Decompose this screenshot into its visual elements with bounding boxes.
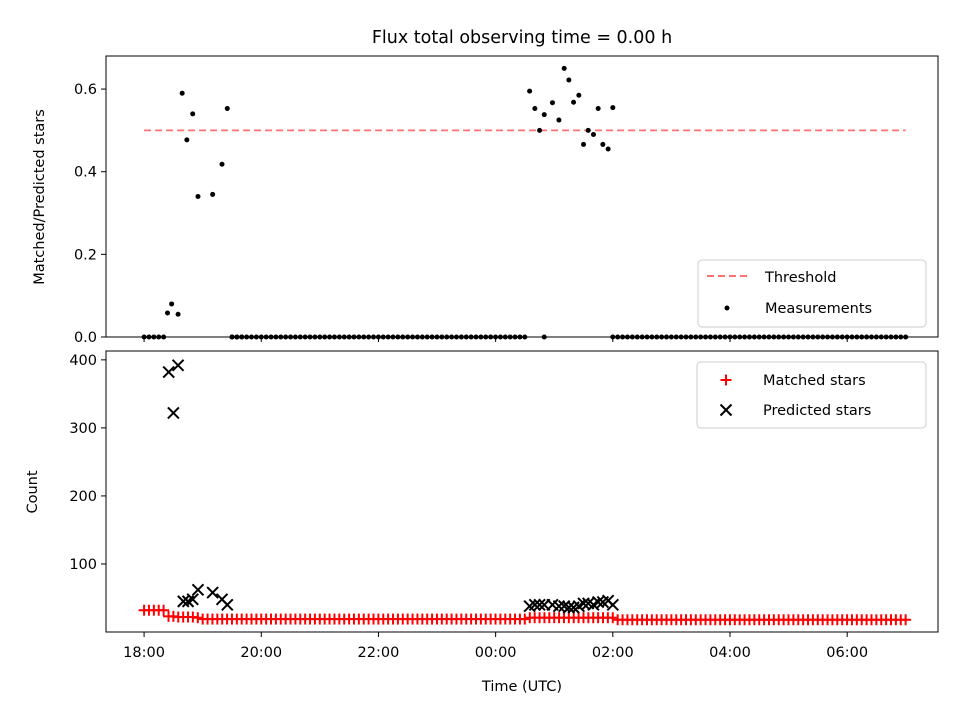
measurement-point — [576, 92, 582, 98]
measurement-point — [224, 105, 230, 111]
bottom-panel-ticks: 100 200 300 400 18:00 20:00 22:00 00:00 02:00 04:… — [69, 353, 868, 661]
legend-bottom: Matched stars Predicted stars — [696, 361, 927, 429]
predicted-star-marker — [552, 599, 566, 613]
measurement-point — [169, 301, 175, 307]
legend-matched-label: Matched stars — [763, 373, 866, 389]
measurement-point — [210, 191, 216, 197]
predicted-star-marker — [221, 598, 234, 611]
x-tick-label: 02:00 — [592, 645, 634, 661]
predicted-star-marker — [562, 601, 576, 614]
measurement-point — [600, 141, 606, 147]
bottom-panel: 100 200 300 400 18:00 20:00 22:00 00:00 02:00 04:… — [25, 350, 939, 695]
predicted-star-marker — [162, 365, 175, 379]
legend-predicted-swatch — [719, 403, 733, 417]
measurement-point — [585, 127, 591, 133]
measurement-point — [165, 310, 171, 316]
measurement-point — [190, 111, 196, 117]
bottom-y-tick-label: 200 — [69, 489, 97, 505]
measurement-point — [595, 105, 601, 111]
x-tick-label: 06:00 — [826, 645, 868, 661]
legend-predicted-label: Predicted stars — [763, 403, 871, 419]
measurement-point — [561, 65, 567, 71]
top-y-tick-label: 0.2 — [74, 247, 97, 263]
predicted-star-marker — [206, 586, 219, 599]
predicted-star-marker — [177, 595, 190, 608]
predicted-star-marker — [171, 359, 185, 372]
top-panel: 0.0 0.2 0.4 0.6 Matched/Predicted stars Thr… — [32, 55, 939, 346]
measurement-point — [537, 127, 543, 133]
bottom-panel-marks — [138, 359, 912, 626]
predicted-star-marker — [191, 583, 205, 597]
predicted-star-marker — [591, 595, 605, 609]
legend-measurements-label: Measurements — [765, 301, 872, 317]
legend-predicted-marker — [719, 403, 733, 417]
measurement-point — [527, 88, 533, 94]
measurement-point — [541, 112, 547, 118]
matched-star-marker — [519, 613, 531, 625]
top-y-tick-label: 0.4 — [74, 165, 97, 181]
legend-top-box — [697, 259, 927, 328]
bottom-y-tick-label: 300 — [69, 421, 97, 437]
bottom-y-axis-label: Count — [25, 470, 41, 513]
legend-matched-marker — [720, 374, 732, 386]
measurement-point — [610, 105, 616, 111]
legend-top: Threshold Measurements — [697, 259, 927, 328]
x-tick-label: 00:00 — [475, 645, 517, 661]
predicted-star-marker — [528, 598, 542, 611]
measurement-point — [219, 161, 225, 167]
chart-title: Flux total observing time = 0.00 h — [372, 28, 672, 48]
predicted-star-marker — [606, 598, 620, 611]
measurement-point — [532, 105, 538, 111]
x-tick-label: 20:00 — [240, 645, 282, 661]
x-axis-label: Time (UTC) — [481, 679, 562, 695]
top-y-tick-label: 0.6 — [74, 82, 97, 98]
matched-star-marker — [158, 604, 170, 616]
measurement-point — [581, 141, 587, 147]
top-y-axis-label: Matched/Predicted stars — [32, 109, 48, 285]
matched-star-marker — [607, 612, 619, 624]
measurement-point — [556, 117, 562, 123]
legend-threshold-label: Threshold — [764, 270, 836, 286]
bottom-y-tick-label: 400 — [69, 353, 97, 369]
top-panel-ticks: 0.0 0.2 0.4 0.6 — [74, 82, 848, 346]
predicted-star-marker — [167, 406, 180, 420]
measurement-point — [590, 132, 596, 138]
x-tick-label: 04:00 — [709, 645, 751, 661]
matched-star-marker — [900, 614, 912, 626]
predicted-star-marker — [533, 598, 546, 611]
top-y-tick-label: 0.0 — [74, 330, 97, 346]
x-tick-label: 18:00 — [123, 645, 165, 661]
legend-bottom-box — [696, 361, 927, 429]
predicted-star-marker — [186, 593, 199, 606]
legend-measurements-swatch — [724, 305, 730, 311]
measurement-point — [566, 77, 572, 83]
measurement-point — [184, 137, 190, 143]
measurement-point — [175, 311, 181, 317]
measurement-point — [571, 99, 577, 105]
predicted-star-marker — [577, 597, 590, 610]
measurement-point — [179, 90, 185, 96]
measurement-point — [605, 146, 611, 152]
x-tick-label: 22:00 — [358, 645, 400, 661]
bottom-y-tick-label: 100 — [69, 557, 97, 573]
bottom-panel-frame — [105, 350, 939, 633]
legend-matched-swatch — [720, 374, 732, 386]
top-panel-frame — [105, 55, 939, 338]
measurement-point — [195, 194, 201, 199]
matched-star-marker — [192, 612, 204, 624]
measurement-point — [549, 100, 555, 106]
